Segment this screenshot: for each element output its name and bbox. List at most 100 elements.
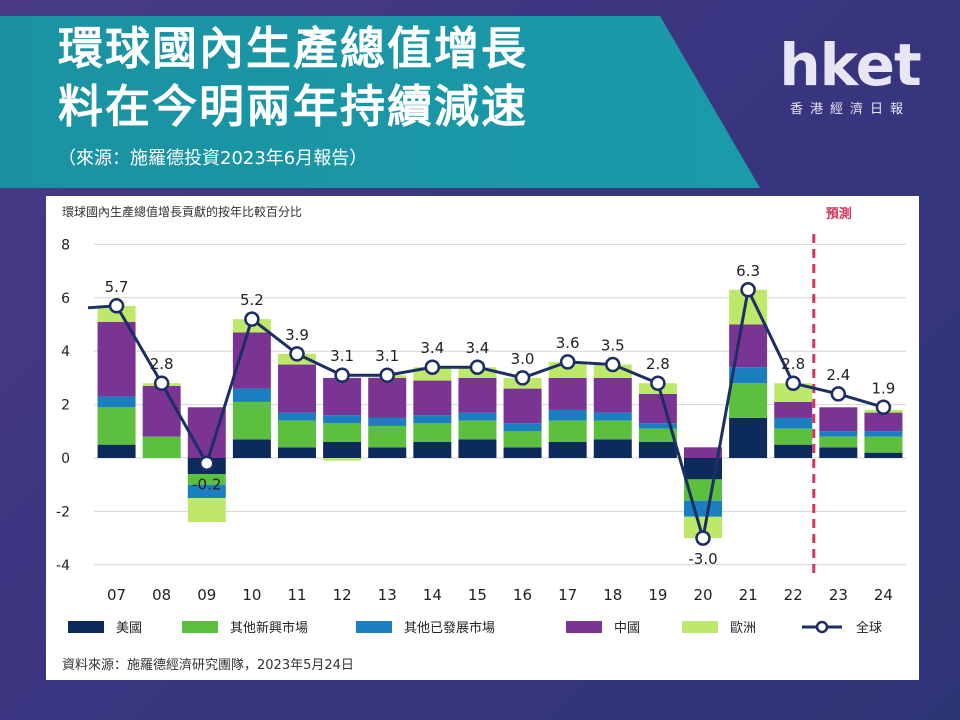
data-label: 3.9 [285,326,309,344]
bar-segment [413,415,452,424]
x-tick-label: 13 [378,586,397,604]
bar-segment [413,441,452,458]
x-tick-label: 20 [693,586,712,604]
bar-segment [819,407,858,432]
global-point [379,367,395,383]
bar-segment [323,423,362,442]
data-label: 3.1 [330,347,354,365]
y-tick-label: -2 [56,504,70,520]
bar-segment [593,377,632,413]
x-tick-label: 10 [242,586,261,604]
banner-shade [0,16,760,188]
title-line-1: 環球國內生產總值增長 [58,22,529,75]
bar-segment [729,367,768,384]
legend-line-marker [815,620,829,634]
bar-segment [278,412,316,421]
bar-segment [458,420,497,440]
global-point [514,370,531,386]
logo-subtitle: 香港經濟日報 [789,102,910,117]
global-point [108,298,125,314]
bar-segment [413,423,452,442]
bar-segment [638,441,677,458]
data-label: 3.5 [601,337,625,355]
bar-segment [864,436,903,453]
data-label: 1.9 [872,379,896,397]
bar-segment [864,452,903,458]
bar-segment [774,444,813,458]
bar-segment [864,431,903,437]
bar-segment [774,428,813,445]
bar-segment [323,441,362,458]
data-label: -0.2 [192,475,221,493]
x-tick-label: 17 [558,586,577,604]
bar-segment [97,396,136,408]
bar-segment [548,409,587,421]
bar-segment [458,412,497,421]
legend-label: 其他新興市場 [230,620,308,636]
global-point [605,356,621,373]
bar-segment [232,439,271,458]
legend-label: 美國 [116,621,142,636]
legend-swatch [182,621,218,633]
bar-segment [593,420,632,440]
x-tick-label: 11 [287,586,306,604]
bar-segment [638,423,677,429]
bar-segment [142,385,181,437]
bar-segment [97,305,136,322]
data-label: 2.8 [150,355,174,373]
global-point [695,530,711,546]
legend-label: 歐洲 [730,621,756,636]
bar-segment [458,439,497,458]
x-tick-label: 24 [874,586,893,604]
title-line-2: 料在今明兩年持續減速 [58,80,529,133]
bar-segment [684,516,722,539]
bar-segment [278,364,316,413]
forecast-label: 預測 [826,206,852,222]
x-tick-label: 07 [107,586,126,604]
y-tick-label: 4 [61,344,70,360]
data-label: 3.0 [511,350,535,368]
y-tick-label: 8 [61,237,70,253]
data-label: 3.6 [556,334,580,352]
source-note: （來源：施羅德投資2023年6月報告） [58,148,368,169]
bar-segment [774,383,813,402]
global-point [199,455,215,472]
y-tick-label: 6 [61,291,70,307]
x-tick-label: 23 [829,586,848,604]
data-label: 2.4 [826,366,850,384]
legend-label: 全球 [856,620,882,636]
bar-segment [278,420,316,448]
chart-card: 環球國內生產總值增長貢獻的按年比較百分比 -4 -2 0 2 4 6 8 07 08 09 10 11 1… [46,196,919,680]
data-label: -3.0 [688,550,717,568]
bar-segment [819,447,858,458]
bar-segment [368,377,407,418]
data-label: 3.1 [375,347,399,365]
bar-segment [368,425,407,448]
data-label: 2.8 [646,355,670,373]
x-tick-label: 15 [468,586,487,604]
page-title: 環球國內生產總值增長 料在今明兩年持續減速 [58,20,528,136]
bar-segment [729,417,768,458]
global-point [875,399,892,416]
bar-segment [97,321,136,397]
global-point [244,311,260,327]
bar-segment [97,407,136,445]
y-tick-label: -4 [56,558,70,574]
bar-segment [368,447,407,458]
bar-segment [187,498,226,523]
chart-title: 環球國內生產總值增長貢獻的按年比較百分比 [62,204,302,219]
legend-swatch [566,621,602,633]
bar-segment [503,447,542,458]
bar-segment [458,377,497,413]
bar-segment [819,431,858,437]
chart-footnote: 資料來源：施羅德經濟研究團隊，2023年5月24日 [62,658,354,673]
hket-logo: hket 香港經濟日報 [770,36,930,117]
x-tick-label: 18 [603,586,622,604]
bar-segment [232,388,271,402]
legend-label: 其他已發展市場 [404,620,495,636]
bar-segment [232,401,271,440]
bar-segment [187,484,226,499]
bar-segment [774,417,813,429]
bar-segment [774,401,813,418]
